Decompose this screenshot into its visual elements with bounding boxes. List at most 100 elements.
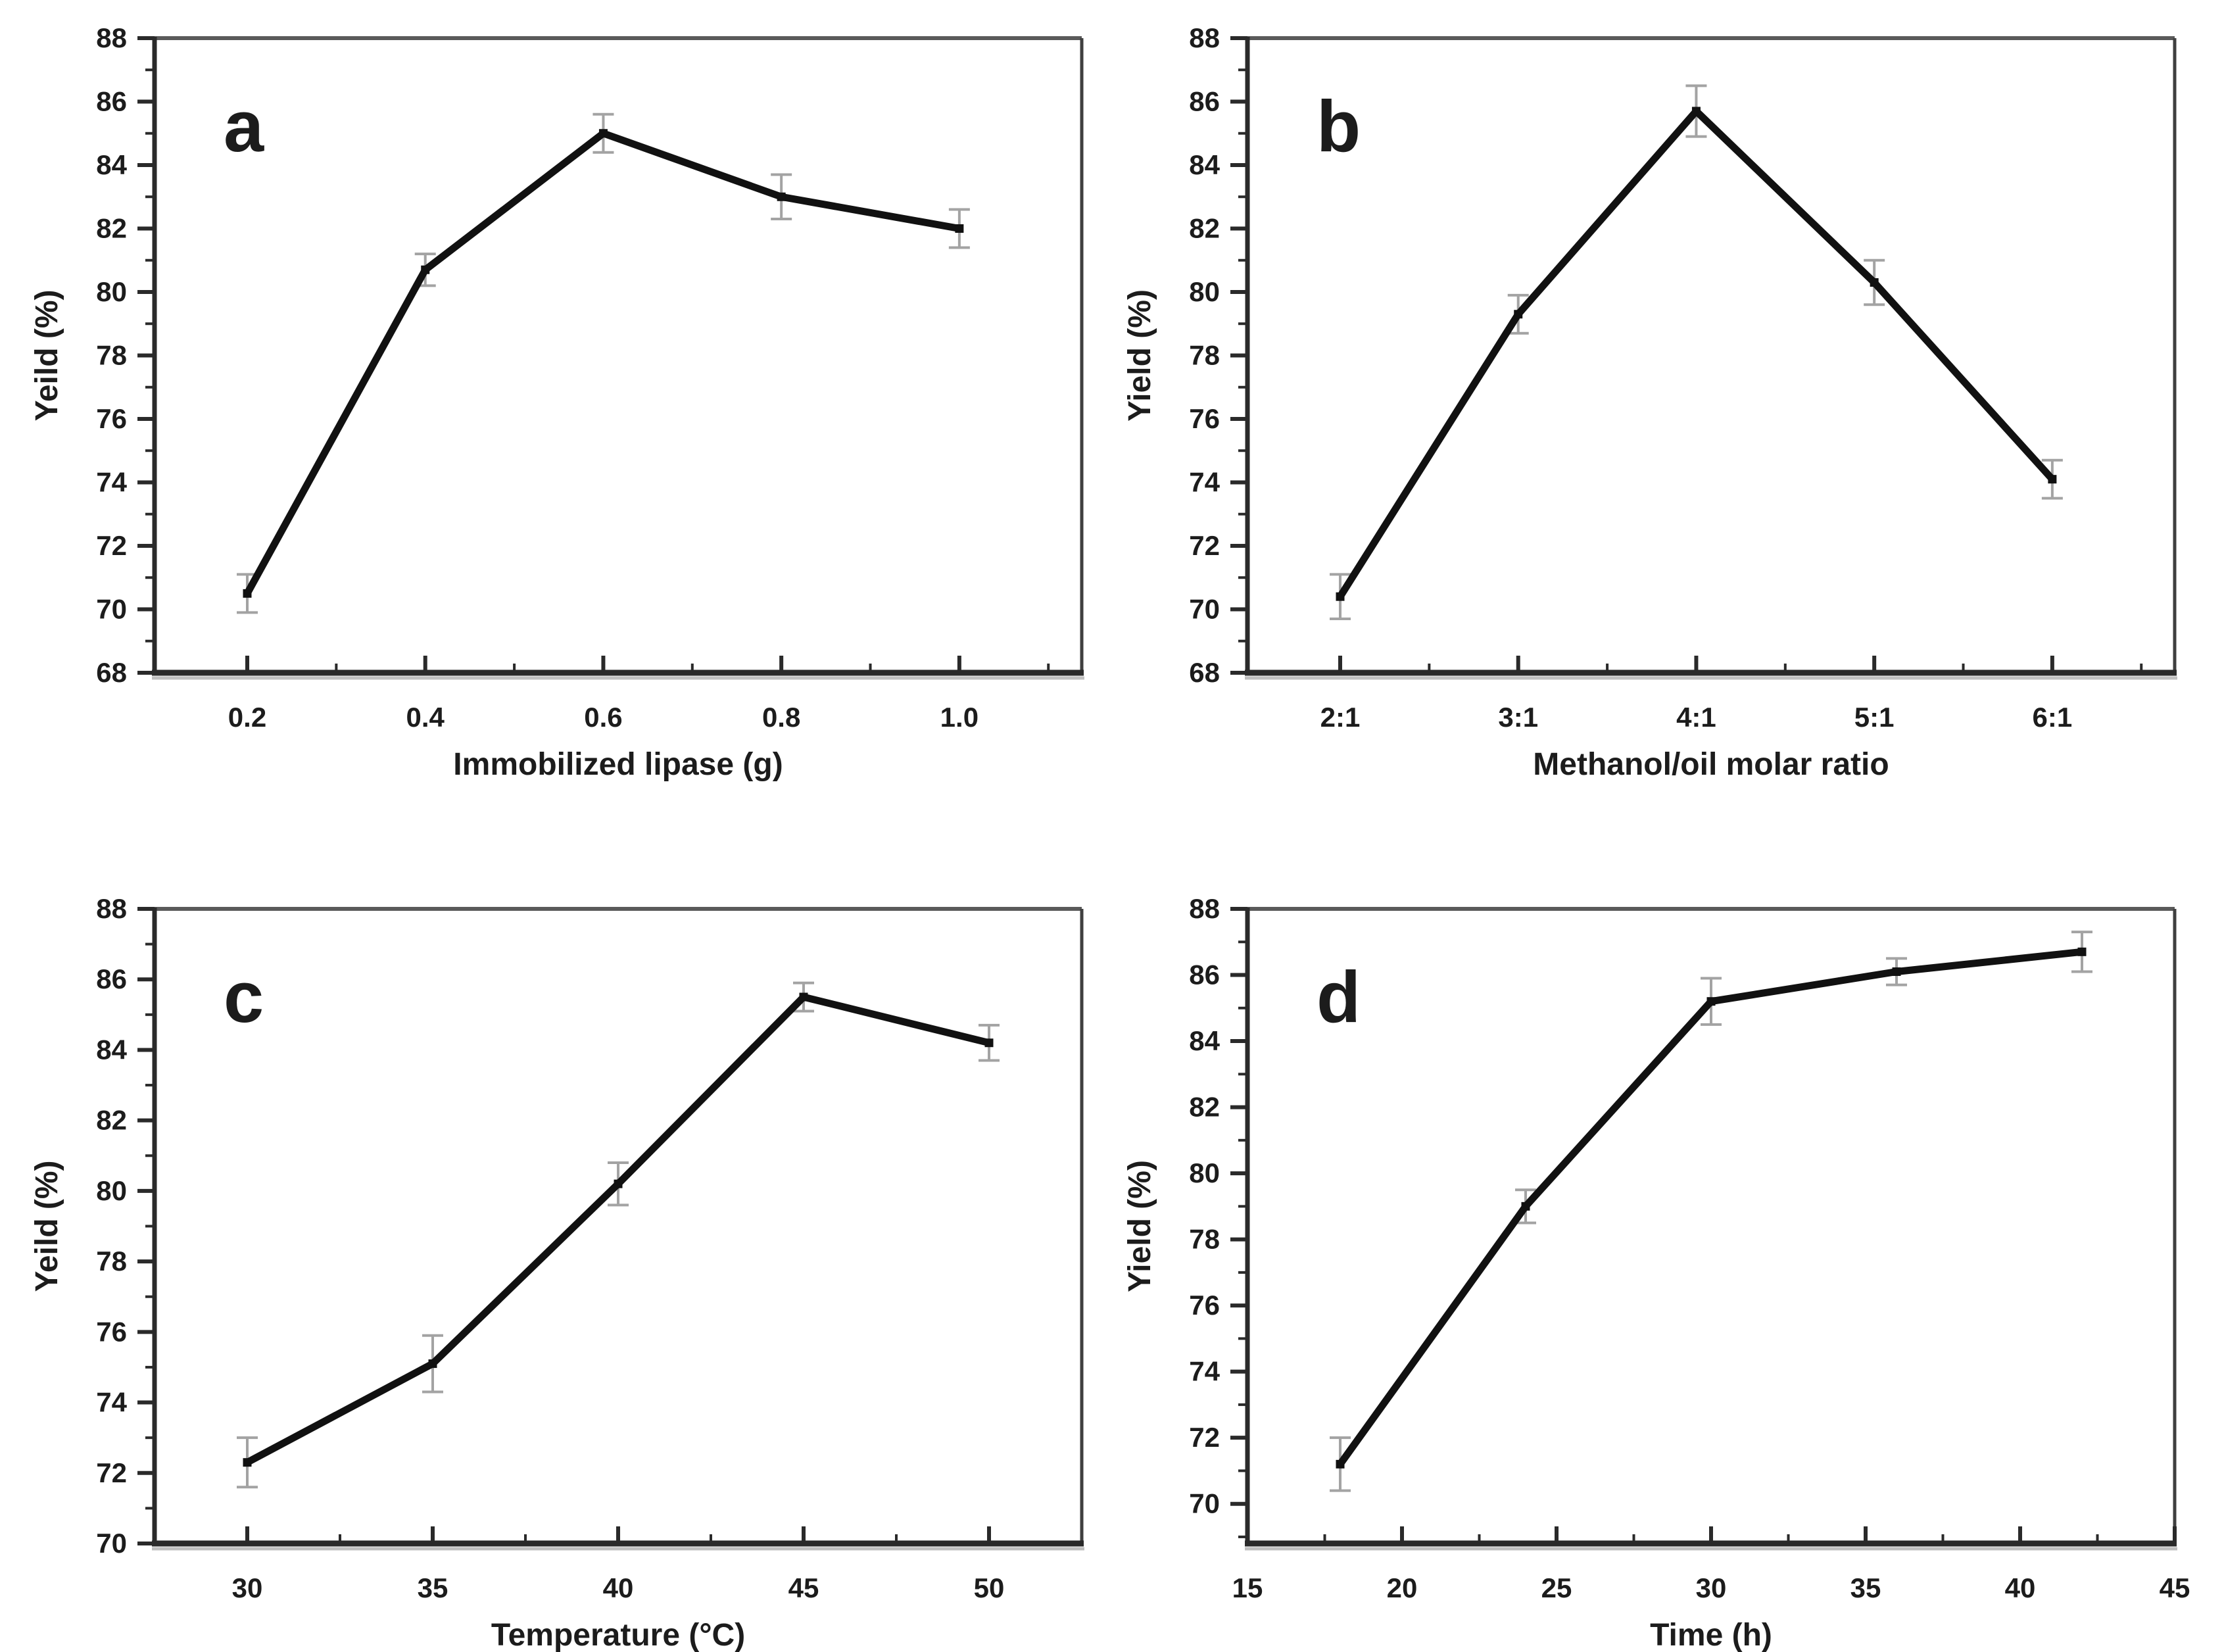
y-tick-label: 82 <box>1189 1092 1220 1123</box>
y-tick-label: 80 <box>1189 276 1220 307</box>
y-tick-label: 88 <box>1189 22 1220 53</box>
x-tick-label: 0.4 <box>406 702 445 733</box>
panel-letter: d <box>1317 957 1361 1038</box>
x-axis-label: Methanol/oil molar ratio <box>1533 747 1889 781</box>
data-point-marker <box>2077 947 2087 956</box>
y-tick-label: 78 <box>96 1246 127 1276</box>
y-tick-label: 72 <box>1189 1422 1220 1453</box>
y-tick-label: 72 <box>96 530 127 561</box>
y-tick-label: 84 <box>96 149 127 180</box>
data-point-marker <box>984 1038 994 1048</box>
y-tick-label: 88 <box>96 22 127 53</box>
x-tick-label: 0.6 <box>584 702 622 733</box>
data-line <box>243 130 963 597</box>
x-tick-label: 40 <box>603 1572 634 1603</box>
panel-letter: b <box>1317 86 1361 167</box>
x-tick-label: 25 <box>1541 1572 1572 1603</box>
panel-letter: a <box>224 86 264 167</box>
panel-d-chart: 70 72 74 76 78 80 82 84 86 88 15 20 25 30 35 40 45 d Time … <box>1123 893 2190 1652</box>
y-tick-label: 88 <box>1189 893 1220 924</box>
data-point-marker <box>1336 592 1345 601</box>
y-tick-label: 74 <box>96 1387 127 1418</box>
x-tick-label: 35 <box>418 1572 448 1603</box>
y-tick-label: 86 <box>96 963 127 994</box>
y-tick-label: 82 <box>96 1105 127 1136</box>
x-tick-label: 0.2 <box>228 702 266 733</box>
x-tick-label: 30 <box>1696 1572 1727 1603</box>
y-tick-label: 84 <box>96 1034 127 1065</box>
data-line <box>1336 107 2056 600</box>
y-tick-label: 68 <box>1189 657 1220 688</box>
x-tick-label: 0.8 <box>762 702 800 733</box>
data-point-marker <box>243 1458 252 1467</box>
data-point-marker <box>1870 278 1879 287</box>
data-point-marker <box>1691 107 1701 116</box>
x-tick-label: 30 <box>232 1572 263 1603</box>
data-point-marker <box>243 589 252 598</box>
y-tick-label: 88 <box>96 893 127 924</box>
y-tick-label: 70 <box>1189 594 1220 625</box>
data-point-marker <box>1706 997 1716 1006</box>
y-axis-label: Yield (%) <box>1123 289 1157 422</box>
y-tick-label: 72 <box>1189 530 1220 561</box>
data-point-marker <box>428 1359 437 1369</box>
y-tick-label: 72 <box>96 1457 127 1488</box>
y-tick-label: 78 <box>1189 1224 1220 1255</box>
y-tick-label: 82 <box>1189 213 1220 244</box>
y-axis-label: Yeild (%) <box>30 289 64 421</box>
data-point-marker <box>1521 1202 1530 1211</box>
x-tick-label: 6:1 <box>2033 702 2073 733</box>
y-tick-label: 80 <box>1189 1157 1220 1188</box>
y-tick-label: 84 <box>1189 149 1220 180</box>
panel-b-chart: 68 70 72 74 76 78 80 82 84 86 88 2:1 3:1 4:1 5:1 6:1 b Me… <box>1123 22 2177 781</box>
y-tick-label: 86 <box>96 86 127 117</box>
y-tick-label: 84 <box>1189 1025 1220 1056</box>
y-tick-label: 74 <box>96 467 127 498</box>
data-point-marker <box>421 265 430 274</box>
data-line <box>1336 948 2086 1468</box>
y-tick-label: 74 <box>1189 467 1220 498</box>
y-tick-label: 80 <box>96 1175 127 1206</box>
y-tick-label: 86 <box>1189 960 1220 990</box>
panel-letter: c <box>224 957 264 1038</box>
data-point-marker <box>799 992 808 1002</box>
y-tick-label: 70 <box>96 594 127 625</box>
panel-c-chart: 70 72 74 76 78 80 82 84 86 88 30 35 40 45 50 c Temperatu… <box>30 893 1084 1652</box>
data-point-marker <box>614 1179 623 1188</box>
y-axis-label: Yeild (%) <box>30 1160 64 1292</box>
data-point-marker <box>598 129 608 138</box>
x-tick-label: 15 <box>1232 1572 1263 1603</box>
y-tick-label: 76 <box>1189 1290 1220 1321</box>
x-tick-label: 4:1 <box>1676 702 1716 733</box>
x-tick-label: 40 <box>2005 1572 2036 1603</box>
x-tick-label: 2:1 <box>1320 702 1361 733</box>
y-tick-label: 76 <box>96 403 127 434</box>
y-tick-label: 78 <box>1189 340 1220 371</box>
data-point-marker <box>955 224 964 233</box>
x-tick-label: 1.0 <box>940 702 979 733</box>
x-tick-label: 45 <box>2160 1572 2190 1603</box>
data-point-marker <box>1514 310 1523 319</box>
data-line <box>243 993 993 1467</box>
y-tick-label: 82 <box>96 213 127 244</box>
data-point-marker <box>2048 475 2057 484</box>
x-tick-label: 3:1 <box>1498 702 1538 733</box>
y-tick-label: 70 <box>96 1528 127 1559</box>
data-point-marker <box>777 192 786 201</box>
data-point-marker <box>1336 1459 1345 1469</box>
x-tick-label: 35 <box>1850 1572 1881 1603</box>
x-tick-label: 50 <box>974 1572 1005 1603</box>
x-axis-label: Time (h) <box>1650 1618 1772 1652</box>
y-tick-label: 76 <box>1189 403 1220 434</box>
data-point-marker <box>1892 967 1901 976</box>
x-tick-label: 5:1 <box>1854 702 1895 733</box>
x-tick-label: 20 <box>1387 1572 1418 1603</box>
x-axis-label: Temperature (°C) <box>491 1618 745 1652</box>
y-tick-label: 78 <box>96 340 127 371</box>
y-axis-label: Yield (%) <box>1123 1160 1157 1292</box>
y-tick-label: 76 <box>96 1316 127 1347</box>
panel-a-chart: 68 70 72 74 76 78 80 82 84 86 88 0.2 0.4 0.6 0.8 1.0 a Im… <box>30 22 1084 781</box>
x-axis-label: Immobilized lipase (g) <box>453 747 783 781</box>
y-tick-label: 74 <box>1189 1356 1220 1387</box>
